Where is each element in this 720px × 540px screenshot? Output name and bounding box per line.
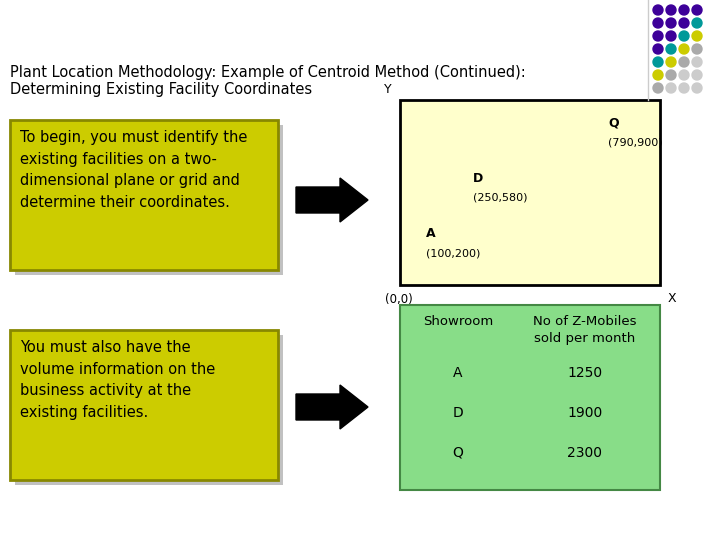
Text: A: A [454, 366, 463, 380]
Circle shape [692, 57, 702, 67]
Circle shape [666, 57, 676, 67]
Text: D: D [473, 172, 483, 185]
Circle shape [679, 18, 689, 28]
Circle shape [679, 57, 689, 67]
Circle shape [666, 31, 676, 41]
Text: You must also have the
volume information on the
business activity at the
existi: You must also have the volume informatio… [20, 340, 215, 420]
Circle shape [666, 5, 676, 15]
Text: (790,900): (790,900) [608, 137, 662, 147]
Circle shape [653, 18, 663, 28]
Text: 1900: 1900 [567, 406, 603, 420]
Circle shape [679, 31, 689, 41]
Text: Showroom: Showroom [423, 315, 493, 328]
FancyBboxPatch shape [15, 125, 283, 275]
Circle shape [679, 83, 689, 93]
Circle shape [679, 5, 689, 15]
Circle shape [666, 18, 676, 28]
Circle shape [679, 70, 689, 80]
Circle shape [692, 83, 702, 93]
Circle shape [692, 31, 702, 41]
Text: (250,580): (250,580) [473, 193, 527, 203]
Text: No of Z-Mobiles
sold per month: No of Z-Mobiles sold per month [534, 315, 636, 345]
Circle shape [666, 83, 676, 93]
Circle shape [692, 5, 702, 15]
Text: (0,0): (0,0) [385, 293, 413, 306]
Circle shape [692, 18, 702, 28]
Circle shape [653, 31, 663, 41]
Text: To begin, you must identify the
existing facilities on a two-
dimensional plane : To begin, you must identify the existing… [20, 130, 248, 210]
Circle shape [692, 44, 702, 54]
Text: 2300: 2300 [567, 446, 603, 460]
Circle shape [666, 70, 676, 80]
Text: Q: Q [453, 446, 464, 460]
Text: Q: Q [608, 116, 618, 129]
Text: A: A [426, 227, 436, 240]
Text: Determining Existing Facility Coordinates: Determining Existing Facility Coordinate… [10, 82, 312, 97]
Text: Plant Location Methodology: Example of Centroid Method (Continued):: Plant Location Methodology: Example of C… [10, 65, 526, 80]
Circle shape [679, 44, 689, 54]
FancyBboxPatch shape [10, 120, 278, 270]
Circle shape [653, 70, 663, 80]
Bar [400, 100, 660, 285]
Circle shape [653, 83, 663, 93]
Text: 1250: 1250 [567, 366, 603, 380]
Text: (100,200): (100,200) [426, 248, 480, 258]
FancyArrow shape [296, 385, 368, 429]
FancyArrow shape [296, 178, 368, 222]
Circle shape [653, 5, 663, 15]
Bar [400, 305, 660, 490]
Text: Y: Y [384, 83, 392, 96]
Circle shape [666, 44, 676, 54]
FancyBboxPatch shape [15, 335, 283, 485]
Text: X: X [668, 293, 677, 306]
Circle shape [653, 57, 663, 67]
Circle shape [653, 44, 663, 54]
Text: D: D [453, 406, 464, 420]
Circle shape [692, 70, 702, 80]
FancyBboxPatch shape [10, 330, 278, 480]
